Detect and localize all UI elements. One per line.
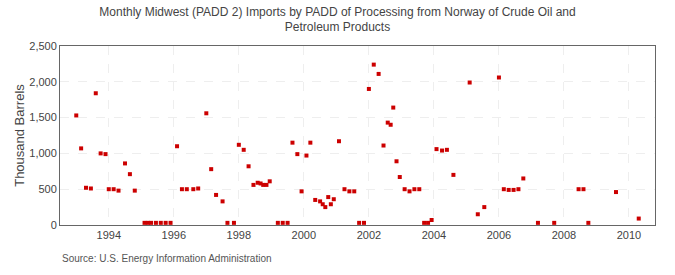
svg-text:500: 500 — [38, 183, 56, 195]
svg-text:2,000: 2,000 — [29, 76, 57, 88]
svg-text:2004: 2004 — [422, 229, 446, 241]
svg-text:1998: 1998 — [227, 229, 251, 241]
svg-text:0: 0 — [51, 219, 57, 231]
svg-text:2,500: 2,500 — [29, 40, 57, 52]
svg-text:2006: 2006 — [487, 229, 511, 241]
svg-text:Monthly Midwest (PADD 2) Impor: Monthly Midwest (PADD 2) Imports by PADD… — [99, 5, 575, 35]
svg-text:Source: U.S. Energy Informatio: Source: U.S. Energy Information Administ… — [62, 253, 272, 264]
svg-text:1996: 1996 — [162, 229, 186, 241]
svg-text:2008: 2008 — [552, 229, 576, 241]
svg-text:1994: 1994 — [97, 229, 121, 241]
svg-text:2002: 2002 — [357, 229, 381, 241]
svg-text:1,000: 1,000 — [29, 147, 57, 159]
svg-text:2010: 2010 — [617, 229, 641, 241]
svg-text:Thousand Barrels: Thousand Barrels — [12, 84, 27, 187]
svg-text:1,500: 1,500 — [29, 111, 57, 123]
svg-text:2000: 2000 — [292, 229, 316, 241]
